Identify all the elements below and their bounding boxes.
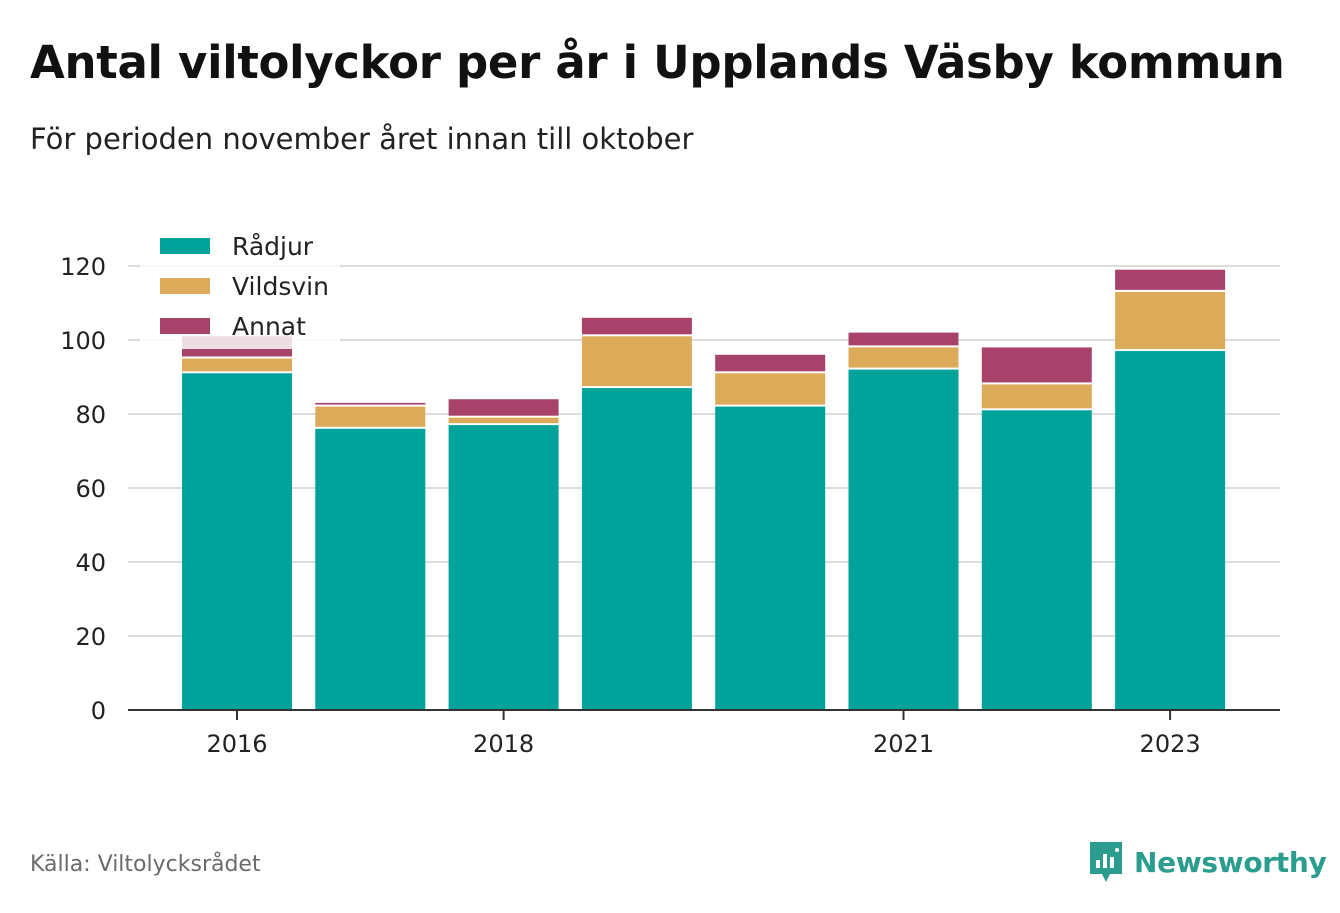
x-tick-label: 2023: [1140, 730, 1201, 758]
bar-segment-r-djur-2022: [981, 410, 1092, 710]
newsworthy-logo: Newsworthy: [1088, 840, 1327, 884]
x-tick-label: 2018: [473, 730, 534, 758]
y-tick-label: 100: [60, 327, 106, 355]
bar-segment-annat-2019: [581, 317, 692, 335]
bar-segment-r-djur-2018: [448, 425, 559, 710]
bar-segment-r-djur-2021: [848, 369, 959, 710]
bar-segment-annat-2023: [1115, 269, 1226, 290]
legend-label: Vildsvin: [232, 272, 329, 301]
bar-segment-annat-2022: [981, 347, 1092, 383]
legend-swatch-vildsvin: [160, 278, 210, 294]
legend-swatch-r-djur: [160, 238, 210, 254]
source-note: Källa: Viltolycksrådet: [30, 852, 261, 877]
y-tick-label: 60: [75, 475, 106, 503]
bar-segment-r-djur-2016: [182, 373, 292, 710]
bar-segment-vildsvin-2018: [448, 417, 559, 424]
bar-segment-r-djur-2020: [715, 406, 826, 710]
y-tick-label: 20: [75, 623, 106, 651]
bar-segment-vildsvin-2020: [715, 373, 826, 405]
y-tick-label: 120: [60, 253, 106, 281]
legend-label: Rådjur: [232, 232, 314, 261]
chart-subtitle: För perioden november året innan till ok…: [30, 122, 694, 156]
bar-segment-r-djur-2023: [1115, 351, 1226, 710]
bar-segment-annat-2020: [715, 354, 826, 372]
bar-segment-vildsvin-2022: [981, 384, 1092, 409]
bar-segment-vildsvin-2019: [581, 336, 692, 387]
newsworthy-logo-icon: [1090, 842, 1122, 882]
y-tick-label: 0: [91, 697, 106, 725]
legend: Rådjur Vildsvin Annat: [140, 224, 340, 349]
bar-segment-vildsvin-2021: [848, 347, 959, 368]
axes: 0 20 40 60 80 100 120 2016 2018 2021 2023: [60, 253, 1280, 758]
x-tick-label: 2016: [206, 730, 267, 758]
bar-segment-r-djur-2019: [581, 388, 692, 710]
brand-name: Newsworthy: [1134, 845, 1327, 879]
bar-segment-vildsvin-2017: [315, 406, 426, 427]
bar-segment-annat-2018: [448, 399, 559, 416]
bar-segment-annat-2017: [315, 402, 426, 405]
bar-segment-annat-2021: [848, 332, 959, 346]
bar-segment-r-djur-2017: [315, 428, 426, 710]
bar-segment-vildsvin-2023: [1115, 291, 1226, 350]
legend-label: Annat: [232, 312, 306, 341]
chart-title: Antal viltolyckor per år i Upplands Väsb…: [30, 36, 1285, 89]
bar-segment-vildsvin-2016: [182, 358, 292, 372]
y-tick-label: 80: [75, 401, 106, 429]
bars: [182, 269, 1226, 710]
y-tick-label: 40: [75, 549, 106, 577]
x-tick-label: 2021: [873, 730, 934, 758]
legend-swatch-annat: [160, 318, 210, 334]
